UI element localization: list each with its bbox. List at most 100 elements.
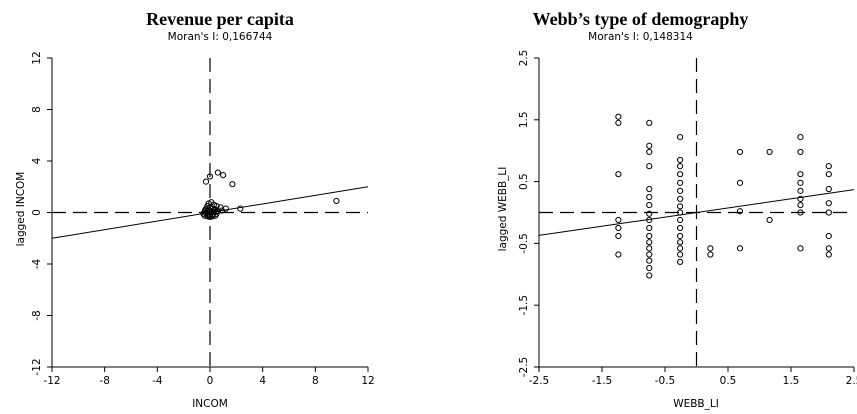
data-point (825, 209, 832, 216)
data-point (825, 163, 832, 170)
data-point (615, 113, 622, 120)
data-point (615, 216, 622, 224)
data-point (212, 208, 220, 215)
x-tick-label: 2.5 (846, 375, 857, 387)
data-point (646, 257, 653, 264)
chart-title: Revenue per capita (146, 9, 294, 29)
data-point (797, 148, 804, 156)
x-tick-label: 4 (259, 375, 266, 387)
data-point (707, 245, 714, 252)
y-tick-label: -2.5 (518, 357, 530, 378)
data-point (677, 245, 684, 252)
data-point (736, 148, 744, 156)
data-point (646, 119, 653, 126)
data-point (218, 207, 225, 214)
x-tick-label: -1.5 (592, 375, 613, 387)
y-tick-label: -8 (31, 310, 43, 320)
regression-line (538, 189, 855, 236)
data-point (677, 195, 684, 203)
data-point (797, 245, 804, 252)
data-point (237, 205, 244, 212)
data-point (646, 142, 653, 149)
data-point (797, 201, 804, 209)
data-point (797, 179, 804, 186)
scatter-plot-webb: -2.5 -1.5 -0.5 0.5 1.5 2.5 -2.5 -1.5 -0.5 0.5 1.5 2… (518, 50, 857, 387)
x-tick-label: 0 (207, 375, 214, 387)
y-tick-label: -1.5 (518, 295, 530, 316)
data-point (677, 251, 684, 258)
data-point (677, 224, 684, 232)
data-point (208, 211, 216, 219)
data-point (646, 251, 653, 258)
x-tick-label: 1.5 (783, 375, 800, 387)
data-point (220, 172, 227, 179)
data-point (646, 232, 653, 240)
y-tick-label: -0.5 (518, 233, 530, 254)
y-tick-label: 12 (31, 51, 43, 64)
y-axis-label: lagged WEBB_LI (497, 166, 509, 252)
data-point (825, 245, 832, 252)
data-point (736, 208, 744, 215)
x-tick-label: 12 (361, 375, 374, 387)
data-point (646, 148, 653, 156)
x-tick-label: -8 (99, 375, 109, 387)
y-tick-label: -4 (31, 258, 43, 269)
chart-panel-revenue: Revenue per capita Moran's I: 0,166744 -… (15, 9, 375, 410)
data-point (677, 216, 684, 224)
y-axis-label: lagged INCOM (15, 171, 27, 247)
data-point (646, 265, 653, 272)
data-point (797, 171, 804, 178)
data-point (229, 181, 236, 188)
data-point (333, 197, 340, 205)
y-tick-label: 1.5 (518, 111, 530, 128)
data-point (797, 187, 804, 194)
data-point (677, 163, 684, 170)
chart-subtitle-moran: Moran's I: 0,148314 (588, 31, 693, 43)
data-point (766, 216, 773, 224)
data-point (646, 239, 653, 246)
data-point (736, 179, 744, 186)
data-point (206, 173, 214, 180)
data-point (677, 179, 684, 186)
data-point (204, 211, 212, 219)
data-point (677, 239, 684, 246)
y-tick-label: -12 (31, 358, 43, 375)
y-tick-label: 8 (31, 106, 43, 113)
data-point (646, 201, 653, 209)
data-point (825, 171, 832, 178)
data-point (202, 178, 210, 185)
data-point (825, 232, 832, 240)
data-point (677, 232, 684, 240)
data-point (736, 245, 744, 252)
data-point (797, 195, 804, 203)
x-axis-label: INCOM (192, 398, 228, 410)
scatter-plot-revenue: -12 -8 -4 0 4 8 12 -12 -8 -4 0 4 8 12 (31, 51, 375, 387)
data-point (825, 200, 832, 207)
data-point (797, 209, 804, 216)
data-point (677, 171, 684, 178)
x-tick-label: -0.5 (655, 375, 676, 387)
data-point (615, 119, 622, 126)
data-point (646, 185, 653, 193)
data-point (615, 232, 622, 240)
data-point (825, 251, 832, 258)
x-tick-label: -4 (152, 375, 163, 387)
x-tick-label: 0.5 (720, 375, 737, 387)
y-tick-label: 4 (31, 157, 43, 164)
data-point (677, 134, 684, 141)
x-tick-label: -2.5 (529, 375, 550, 387)
chart-panel-webb: Webb’s type of demography Moran's I: 0,1… (430, 0, 857, 414)
y-tick-label: 0 (31, 209, 43, 216)
data-point (677, 156, 684, 164)
chart-subtitle-moran: Moran's I: 0,166744 (167, 31, 273, 43)
data-point (646, 245, 653, 252)
data-point (646, 224, 653, 232)
data-point (646, 163, 653, 170)
data-point (615, 251, 622, 258)
data-point (797, 134, 804, 141)
data-point (707, 251, 714, 258)
y-tick-label: 0.5 (518, 173, 530, 190)
data-point (646, 193, 653, 201)
data-point (646, 216, 653, 224)
x-tick-label: 8 (312, 375, 319, 387)
